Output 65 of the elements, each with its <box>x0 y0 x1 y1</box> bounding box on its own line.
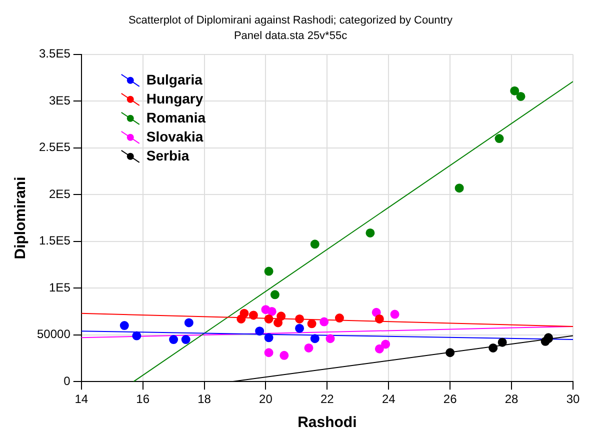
x-tick-label: 30 <box>566 392 580 406</box>
legend-label: Slovakia <box>146 128 204 144</box>
x-tick-label: 14 <box>74 392 88 406</box>
y-tick-label: 3E5 <box>49 93 71 108</box>
point <box>248 310 258 320</box>
point <box>264 314 274 324</box>
point <box>295 324 304 333</box>
y-tick-label: 2E5 <box>49 186 71 201</box>
y-tick-label: 50000 <box>36 327 71 342</box>
point <box>372 308 381 317</box>
legend-label: Hungary <box>146 90 204 106</box>
point <box>255 326 264 336</box>
legend-label: Serbia <box>146 147 190 164</box>
chart-title: Scatterplot of Diplomirani against Rashodi; categorized by Country <box>128 14 454 27</box>
point <box>274 318 283 328</box>
point <box>181 335 190 344</box>
point <box>264 348 274 358</box>
y-tick-label: 1E5 <box>49 280 71 294</box>
x-tick-label: 28 <box>504 392 519 406</box>
legend-label: Romania <box>146 109 206 126</box>
point <box>280 350 289 360</box>
point <box>267 306 276 316</box>
point <box>120 321 129 330</box>
point <box>264 266 274 276</box>
point <box>334 314 344 323</box>
point <box>454 184 464 193</box>
point <box>516 92 526 101</box>
point <box>184 318 194 328</box>
point <box>510 86 520 96</box>
point <box>494 134 504 144</box>
point <box>374 314 384 324</box>
x-tick-label: 16 <box>136 392 150 406</box>
point <box>366 228 375 238</box>
point <box>295 314 304 324</box>
point <box>374 344 384 354</box>
point <box>304 343 314 352</box>
point <box>310 240 320 249</box>
y-tick-label: 1.5E5 <box>39 234 71 248</box>
y-axis-title: Diplomirani <box>12 176 30 260</box>
chart-subtitle: Panel data.sta 25v*55c <box>234 30 348 42</box>
point <box>446 348 455 358</box>
x-tick-label: 18 <box>198 392 212 406</box>
point <box>169 335 178 344</box>
point <box>307 319 316 328</box>
y-tick-label: 2.5E5 <box>39 140 71 154</box>
x-tick-label: 22 <box>320 392 334 406</box>
legend-label: Bulgaria <box>146 71 203 88</box>
x-tick-label: 24 <box>382 392 396 406</box>
point <box>390 310 400 319</box>
point <box>310 334 320 344</box>
point <box>270 290 280 300</box>
point <box>264 333 274 342</box>
x-tick-label: 26 <box>443 392 458 406</box>
point <box>320 317 329 326</box>
point <box>240 308 249 318</box>
point <box>132 331 142 340</box>
point <box>498 338 507 347</box>
x-axis-title: Rashodi <box>298 414 357 432</box>
point <box>276 312 286 321</box>
x-tick-label: 20 <box>259 392 273 406</box>
y-tick-label: 3.5E5 <box>39 46 71 61</box>
point <box>326 334 335 344</box>
y-tick-label: 0 <box>64 374 71 388</box>
point <box>488 343 498 352</box>
point <box>381 340 390 349</box>
